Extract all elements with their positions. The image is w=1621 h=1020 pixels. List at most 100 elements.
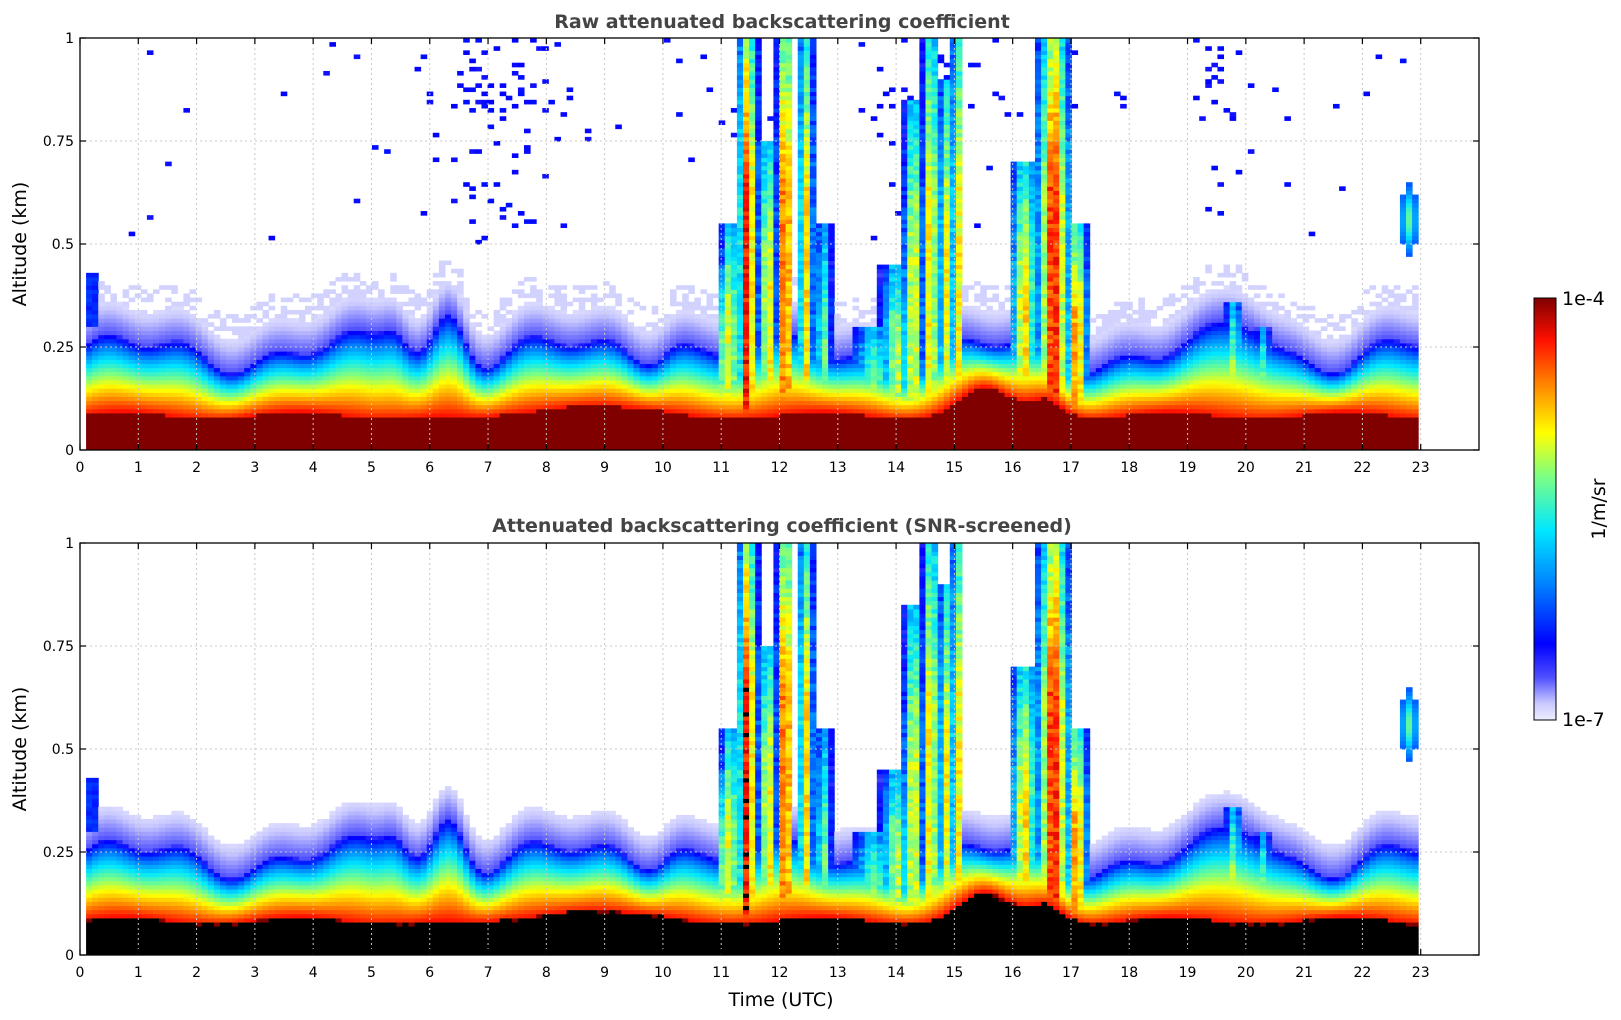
heatmap-cell — [201, 384, 209, 389]
heatmap-cell — [116, 330, 124, 336]
heatmap-cell — [128, 384, 136, 389]
heatmap-cell — [791, 437, 799, 443]
heatmap-cell — [724, 359, 732, 364]
heatmap-cell — [736, 215, 744, 220]
heatmap-cell — [371, 314, 379, 319]
heatmap-cell — [724, 375, 732, 381]
heatmap-cell — [414, 367, 422, 373]
heatmap-cell — [791, 281, 799, 286]
heatmap-cell — [517, 379, 525, 385]
heatmap-cell — [177, 445, 184, 451]
heatmap-cell — [122, 318, 130, 323]
heatmap-cell — [609, 293, 616, 299]
heatmap-cell — [183, 367, 190, 373]
heatmap-cell — [749, 384, 756, 389]
heatmap-cell — [244, 392, 251, 397]
heatmap-cell — [554, 445, 562, 451]
heatmap-cell — [724, 441, 732, 447]
heatmap-cell — [749, 108, 756, 113]
heatmap-cell — [524, 367, 531, 373]
heatmap-cell — [451, 396, 458, 402]
heatmap-cell — [323, 367, 330, 373]
heatmap-cell — [408, 375, 416, 381]
heatmap-cell — [743, 157, 750, 163]
heatmap-cell — [584, 441, 592, 447]
heatmap-cell — [645, 392, 653, 397]
heatmap-cell — [390, 388, 397, 393]
heatmap-cell — [195, 347, 203, 352]
heatmap-cell — [396, 363, 403, 369]
heatmap-cell — [743, 342, 750, 348]
heatmap-cell — [694, 342, 701, 348]
heatmap-cell — [134, 412, 142, 418]
heatmap-cell — [511, 223, 519, 229]
heatmap-cell — [438, 334, 446, 340]
heatmap-cell — [469, 338, 476, 344]
heatmap-cell — [560, 322, 568, 327]
heatmap-cell — [347, 412, 355, 418]
heatmap-cell — [159, 425, 166, 430]
heatmap-cell — [286, 421, 294, 426]
heatmap-cell — [779, 149, 787, 154]
heatmap-cell — [718, 314, 726, 319]
heatmap-cell — [627, 359, 635, 364]
heatmap-cell — [755, 116, 762, 121]
heatmap-cell — [104, 289, 111, 294]
heatmap-cell — [384, 363, 391, 369]
heatmap-cell — [736, 136, 744, 142]
heatmap-cell — [341, 437, 349, 443]
heatmap-cell — [749, 334, 756, 340]
heatmap-cell — [195, 408, 203, 414]
heatmap-cell — [298, 396, 306, 402]
heatmap-cell — [743, 87, 750, 93]
heatmap-cell — [213, 408, 221, 414]
heatmap-cell — [584, 433, 592, 439]
heatmap-cell — [432, 392, 440, 397]
heatmap-cell — [578, 379, 586, 385]
heatmap-cell — [706, 433, 714, 439]
heatmap-cell — [238, 342, 245, 348]
heatmap-cell — [359, 342, 367, 348]
heatmap-cell — [378, 305, 385, 311]
heatmap-cell — [724, 256, 732, 261]
heatmap-cell — [749, 297, 756, 303]
heatmap-cell — [329, 326, 336, 332]
heatmap-cell — [286, 338, 294, 344]
heatmap-cell — [676, 421, 683, 426]
heatmap-cell — [250, 326, 257, 332]
heatmap-cell — [779, 268, 787, 274]
heatmap-cell — [335, 297, 343, 303]
heatmap-cell — [779, 367, 787, 373]
heatmap-cell — [499, 433, 507, 439]
heatmap-cell — [785, 108, 793, 113]
heatmap-cell — [305, 445, 312, 451]
heatmap-cell — [560, 326, 568, 332]
heatmap-cell — [639, 334, 647, 340]
heatmap-cell — [195, 392, 203, 397]
heatmap-cell — [676, 437, 683, 443]
heatmap-cell — [505, 421, 513, 426]
heatmap-cell — [578, 371, 586, 377]
heatmap-cell — [785, 433, 793, 439]
heatmap-cell — [371, 330, 379, 336]
heatmap-cell — [438, 330, 446, 336]
heatmap-cell — [755, 206, 762, 212]
heatmap-cell — [317, 379, 324, 385]
heatmap-cell — [767, 194, 774, 200]
heatmap-cell — [767, 202, 774, 208]
heatmap-cell — [475, 392, 482, 397]
heatmap-cell — [621, 408, 628, 414]
heatmap-cell — [603, 318, 610, 323]
heatmap-cell — [730, 272, 738, 278]
heatmap-cell — [688, 404, 695, 410]
heatmap-cell — [298, 400, 306, 406]
heatmap-cell — [110, 375, 117, 381]
heatmap-cell — [578, 433, 586, 439]
heatmap-cell — [365, 314, 373, 319]
heatmap-cell — [718, 421, 726, 426]
heatmap-cell — [578, 417, 586, 422]
heatmap-cell — [195, 433, 203, 439]
heatmap-cell — [597, 355, 604, 360]
heatmap-cell — [371, 145, 379, 150]
heatmap-cell — [517, 433, 525, 439]
